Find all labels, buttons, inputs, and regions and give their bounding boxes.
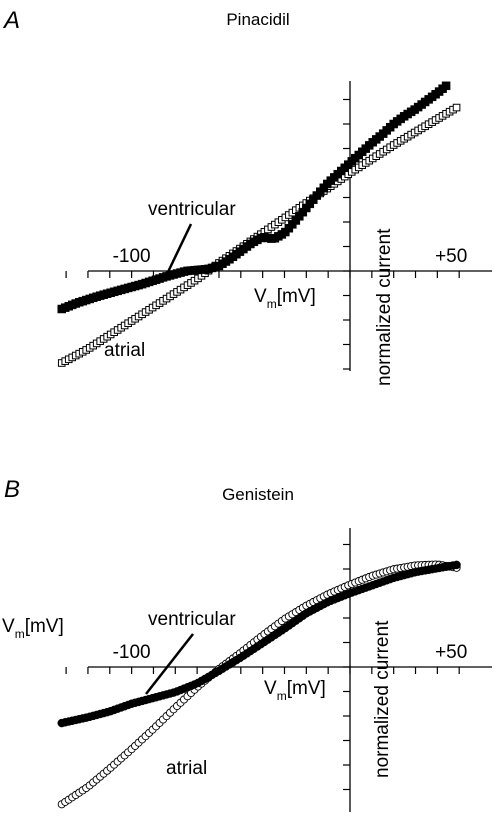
panel-a-x-axis-label: Vm[mV] <box>254 286 316 311</box>
data-point <box>441 81 451 91</box>
panel-b: B Genistein -100 +50 Vm[mV] Vm[mV] norma… <box>2 476 492 812</box>
panel-a-title: Pinacidil <box>226 10 289 29</box>
panel-b-x-axis-label: Vm[mV] <box>264 678 326 703</box>
panel-a-atrial-label: atrial <box>104 340 145 361</box>
data-point <box>452 560 461 570</box>
panel-b-letter: B <box>4 476 20 503</box>
panel-b-extra-axis-label-sub: m <box>15 627 25 641</box>
panel-b-ventricular-pointer <box>145 633 194 695</box>
panel-b-x-axis-label-v: V <box>264 678 277 699</box>
panel-a-x-tick-label-pos50: +50 <box>435 246 467 267</box>
panel-b-extra-axis-label-v: V <box>2 616 15 637</box>
panel-b-series <box>57 560 461 809</box>
panel-a-series <box>57 81 461 367</box>
panel-a-x-tick-label-neg100: -100 <box>113 246 151 267</box>
series-ventricular <box>57 560 461 728</box>
panel-a-x-axis-label-unit: [mV] <box>277 286 316 307</box>
panel-a-labels: -100 +50 Vm[mV] normalized current ventr… <box>104 199 467 386</box>
panel-a-ventricular-pointer <box>166 223 193 273</box>
panel-a-letter: A <box>2 7 20 34</box>
panel-b-extra-axis-label: Vm[mV] <box>2 616 64 641</box>
panel-a-y-axis-label: normalized current <box>374 228 395 386</box>
panel-b-x-axis-label-sub: m <box>277 689 287 703</box>
panel-b-y-axis-label: normalized current <box>372 620 393 778</box>
data-point <box>452 103 461 112</box>
panel-b-labels: -100 +50 Vm[mV] Vm[mV] normalized curren… <box>2 609 467 779</box>
panel-b-title: Genistein <box>222 485 294 504</box>
series-atrial <box>57 560 461 809</box>
panel-a-axes <box>65 81 492 371</box>
panel-a-x-axis-label-sub: m <box>267 297 277 311</box>
panel-a-ventricular-label: ventricular <box>148 199 236 220</box>
panel-a-x-axis-label-v: V <box>254 286 267 307</box>
panel-b-x-axis-label-unit: [mV] <box>287 678 326 699</box>
panel-b-extra-axis-label-unit: [mV] <box>25 616 64 637</box>
panel-a: A Pinacidil -100 +50 Vm[mV] normalized c… <box>2 7 492 386</box>
series-ventricular <box>57 81 451 314</box>
panel-b-ventricular-label: ventricular <box>148 609 236 630</box>
panel-b-atrial-label: atrial <box>166 758 207 779</box>
panel-b-x-tick-label-pos50: +50 <box>435 642 467 663</box>
panel-b-x-tick-label-neg100: -100 <box>113 642 151 663</box>
